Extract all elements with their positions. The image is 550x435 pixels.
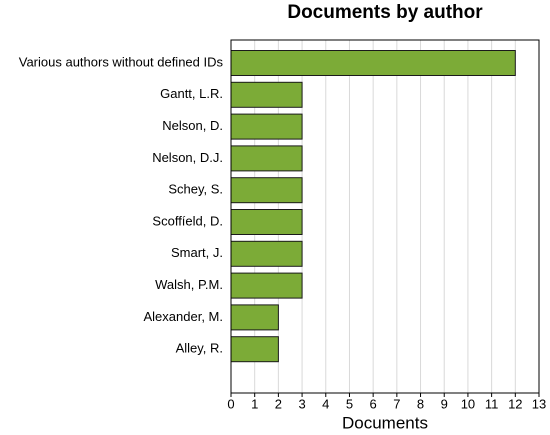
- chart-title: Documents by author: [287, 2, 483, 23]
- y-tick-label: Alley, R.: [176, 341, 223, 356]
- bar: [230, 50, 516, 76]
- y-tick-label: Scoffíeld, D.: [152, 213, 223, 228]
- y-tick-label: Schey, S.: [168, 182, 223, 197]
- y-tick-label: Walsh, P.M.: [155, 277, 223, 292]
- x-tick-label: 11: [485, 396, 499, 411]
- bar: [230, 240, 303, 267]
- bar: [230, 81, 303, 108]
- x-tick-label: 12: [508, 396, 522, 411]
- bar: [230, 177, 303, 204]
- y-tick-label: Nelson, D.J.: [152, 150, 223, 165]
- x-tick-label: 1: [251, 396, 258, 411]
- x-tick-label: 2: [275, 396, 282, 411]
- x-tick-label: 5: [346, 396, 353, 411]
- x-tick-label: 3: [298, 396, 305, 411]
- y-tick-label: Alexander, M.: [144, 309, 224, 324]
- x-axis-label: Documents: [342, 413, 428, 432]
- bar: [230, 145, 303, 172]
- x-tick-label: 7: [393, 396, 400, 411]
- x-tick-label: 10: [461, 396, 475, 411]
- x-tick-label: 0: [227, 396, 234, 411]
- x-tick-label: 13: [532, 396, 546, 411]
- y-tick-label: Various authors without defined IDs: [19, 54, 224, 69]
- x-tick-label: 9: [441, 396, 448, 411]
- y-tick-label: Nelson, D.: [162, 118, 223, 133]
- plot-frame: [230, 39, 540, 394]
- x-tick-label: 6: [370, 396, 377, 411]
- bar: [230, 113, 303, 140]
- x-tick-label: 4: [322, 396, 329, 411]
- bar: [230, 209, 303, 235]
- y-tick-label: Smart, J.: [171, 245, 223, 260]
- x-tick-label: 8: [417, 396, 424, 411]
- bar: [230, 272, 303, 299]
- bar: [230, 336, 279, 363]
- y-tick-label: Gantt, L.R.: [160, 86, 223, 101]
- bar: [230, 304, 279, 331]
